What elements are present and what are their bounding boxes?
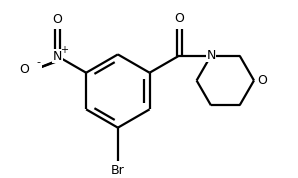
Text: O: O	[174, 12, 184, 25]
Text: O: O	[53, 13, 63, 26]
Text: Br: Br	[111, 164, 125, 177]
Text: +: +	[60, 44, 68, 54]
Text: O: O	[258, 74, 268, 87]
Text: -: -	[36, 57, 40, 67]
Text: N: N	[206, 49, 216, 62]
Text: N: N	[53, 50, 62, 63]
Text: O: O	[20, 63, 30, 76]
